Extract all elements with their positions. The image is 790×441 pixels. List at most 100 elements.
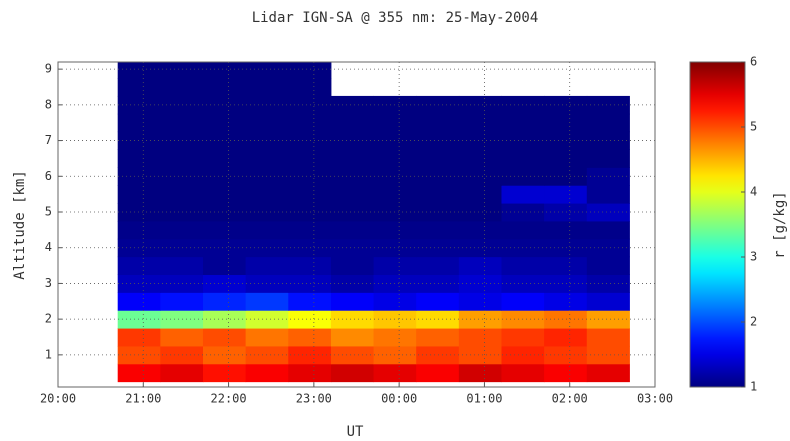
chart-title: Lidar IGN-SA @ 355 nm: 25-May-2004 xyxy=(252,10,539,26)
heatmap-cell xyxy=(416,238,460,258)
heatmap-cell xyxy=(544,363,588,383)
heatmap-cell xyxy=(501,345,545,365)
heatmap-cell xyxy=(330,95,375,115)
heatmap-cell xyxy=(117,113,161,133)
colorbar-tick-label: 6 xyxy=(750,55,757,69)
heatmap-cell xyxy=(416,185,460,204)
heatmap-cell xyxy=(288,292,332,311)
heatmap-cell xyxy=(160,203,204,222)
heatmap-cell xyxy=(288,113,332,133)
x-tick-label: 01:00 xyxy=(466,392,502,406)
heatmap-cell xyxy=(416,345,460,365)
x-tick-label: 22:00 xyxy=(211,392,247,406)
heatmap-cell xyxy=(544,292,588,311)
heatmap-cell xyxy=(586,345,630,365)
heatmap-cell xyxy=(288,220,332,240)
heatmap-cell xyxy=(501,113,545,133)
y-tick-label: 4 xyxy=(45,240,52,254)
heatmap-cell xyxy=(117,185,161,204)
heatmap-cell xyxy=(416,131,460,150)
heatmap-cell xyxy=(245,238,289,258)
heatmap-cell xyxy=(288,256,332,275)
heatmap-cell xyxy=(160,62,204,79)
heatmap-cell xyxy=(458,167,502,186)
heatmap-cell xyxy=(458,274,502,293)
heatmap-cell xyxy=(416,292,460,311)
heatmap-cell xyxy=(458,131,502,150)
heatmap-cell xyxy=(586,220,630,240)
heatmap-cell xyxy=(117,220,161,240)
heatmap-cell xyxy=(501,220,545,240)
heatmap-cell xyxy=(117,345,161,365)
heatmap-cell xyxy=(458,95,502,115)
heatmap-cell xyxy=(373,345,417,365)
heatmap-cell xyxy=(373,363,417,383)
heatmap-cell xyxy=(330,149,375,168)
colorbar-label: r [g/kg] xyxy=(772,191,788,258)
heatmap-cell xyxy=(416,274,460,293)
y-axis-label: Altitude [km] xyxy=(12,170,28,280)
heatmap-cell xyxy=(586,274,630,293)
colorbar-tick-label: 4 xyxy=(750,185,757,199)
heatmap-cell xyxy=(586,185,630,204)
heatmap-cell xyxy=(330,203,375,222)
heatmap-cell xyxy=(373,185,417,204)
heatmap-cell xyxy=(288,274,332,293)
heatmap-cell xyxy=(586,256,630,275)
heatmap-cell xyxy=(117,131,161,150)
y-tick-label: 1 xyxy=(45,347,52,361)
heatmap-cell xyxy=(458,238,502,258)
heatmap-cell xyxy=(544,203,588,222)
colorbar-tick-label: 2 xyxy=(750,315,757,329)
heatmap-cell xyxy=(160,220,204,240)
x-tick-label: 03:00 xyxy=(637,392,673,406)
heatmap-cell xyxy=(245,220,289,240)
heatmap-cell xyxy=(288,203,332,222)
heatmap-cell xyxy=(245,345,289,365)
heatmap-cell xyxy=(586,95,630,115)
plot-frame xyxy=(57,61,656,388)
heatmap-cell xyxy=(501,131,545,150)
heatmap-cell xyxy=(245,292,289,311)
heatmap-cell xyxy=(245,149,289,168)
heatmap-cell xyxy=(416,220,460,240)
heatmap-cell xyxy=(458,363,502,383)
heatmap-cell xyxy=(160,256,204,275)
heatmap-cell xyxy=(330,220,375,240)
heatmap-cell xyxy=(245,256,289,275)
heatmap-cell xyxy=(117,149,161,168)
heatmap-cell xyxy=(245,95,289,115)
heatmap-cell xyxy=(373,149,417,168)
heatmap-cell xyxy=(330,185,375,204)
heatmap-cell xyxy=(416,149,460,168)
heatmap-cell xyxy=(544,238,588,258)
heatmap-cell xyxy=(544,328,588,347)
heatmap-cell xyxy=(330,363,375,383)
heatmap-cell xyxy=(202,363,247,383)
heatmap-cell xyxy=(202,62,247,79)
heatmap-cell xyxy=(160,310,204,329)
heatmap-cell xyxy=(373,256,417,275)
heatmap-cell xyxy=(373,131,417,150)
heatmap-cell xyxy=(416,363,460,383)
heatmap-cell xyxy=(117,292,161,311)
heatmap-cell xyxy=(160,274,204,293)
heatmap-cell xyxy=(202,310,247,329)
heatmap-cell xyxy=(544,131,588,150)
heatmap-cell xyxy=(586,310,630,329)
heatmap-cell xyxy=(202,345,247,365)
heatmap-cell xyxy=(586,149,630,168)
heatmap-cell xyxy=(202,292,247,311)
heatmap-cell xyxy=(160,363,204,383)
heatmap-cell xyxy=(160,292,204,311)
heatmap-cell xyxy=(288,131,332,150)
heatmap-cell xyxy=(288,95,332,115)
heatmap-cell xyxy=(330,131,375,150)
heatmap-cell xyxy=(288,149,332,168)
heatmap-cell xyxy=(288,167,332,186)
heatmap-cell xyxy=(416,167,460,186)
y-tick-label: 9 xyxy=(45,62,52,76)
heatmap-cell xyxy=(330,310,375,329)
heatmap-cell xyxy=(117,167,161,186)
